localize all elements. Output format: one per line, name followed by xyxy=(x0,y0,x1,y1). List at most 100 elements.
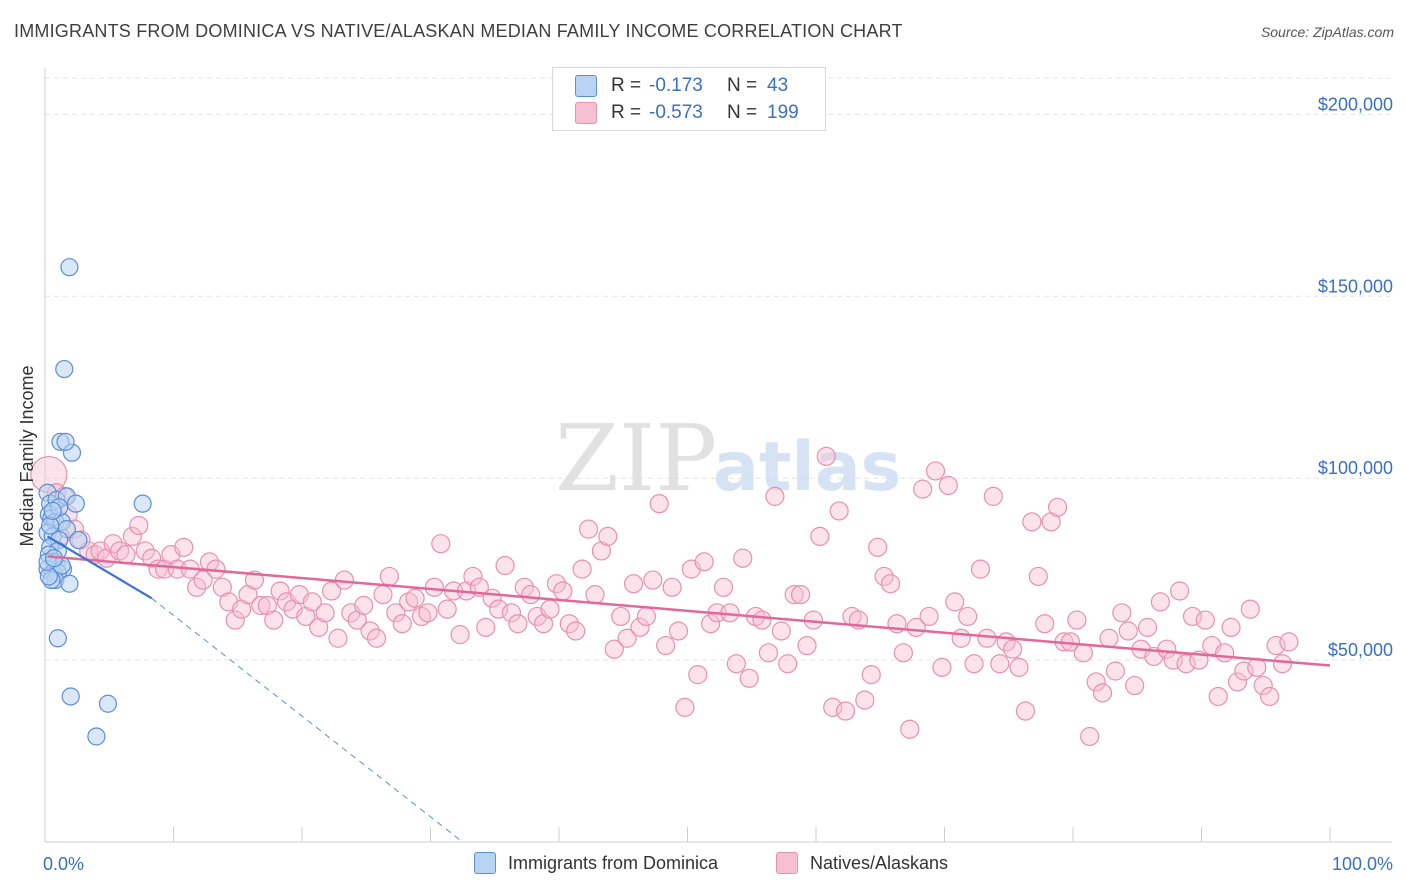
natives-point xyxy=(559,614,579,634)
natives-point xyxy=(797,635,817,656)
natives-point xyxy=(823,697,843,717)
natives-point xyxy=(476,617,496,637)
legend-r-value: -0.173 xyxy=(649,75,703,96)
natives-point xyxy=(264,610,284,630)
natives-point xyxy=(424,577,444,597)
natives-point xyxy=(321,581,342,601)
natives-point xyxy=(553,581,573,601)
natives-point xyxy=(315,603,335,623)
natives-point xyxy=(810,526,830,547)
legend-swatch-blue xyxy=(575,75,597,97)
natives-point xyxy=(1266,635,1286,656)
dominica-point xyxy=(133,494,152,513)
natives-point xyxy=(1105,661,1126,681)
natives-point xyxy=(1150,592,1170,612)
axes xyxy=(44,68,1392,843)
natives-point xyxy=(193,570,213,590)
natives-point xyxy=(1015,701,1036,721)
natives-point xyxy=(585,585,605,605)
natives-point xyxy=(1253,675,1273,696)
watermark-atlas: atlas xyxy=(713,428,901,507)
legend-r-label: R = xyxy=(611,102,642,123)
natives-point xyxy=(861,665,881,685)
natives-point xyxy=(354,595,374,616)
natives-point xyxy=(874,566,894,587)
source-credit: Source: ZipAtlas.com xyxy=(1260,24,1394,40)
natives-point xyxy=(129,515,149,536)
natives-point xyxy=(1234,661,1254,681)
natives-point xyxy=(405,588,425,608)
legend-n-value: 199 xyxy=(767,102,799,123)
natives-point xyxy=(187,577,207,597)
natives-point xyxy=(598,526,618,547)
axis-labels: $50,000 $100,000 $150,000 $200,000 0.0% 100.0… xyxy=(17,94,1393,874)
natives-point xyxy=(142,548,162,568)
series-swatch-blue xyxy=(474,852,496,874)
legend-r-value: -0.573 xyxy=(649,102,703,123)
natives-point xyxy=(225,610,245,630)
natives-point xyxy=(386,603,406,623)
natives-point xyxy=(379,566,399,587)
natives-point xyxy=(945,592,965,612)
natives-point xyxy=(1137,617,1158,637)
dominica-point xyxy=(98,694,118,713)
natives-point xyxy=(790,585,811,605)
natives-point xyxy=(977,628,997,648)
natives-point xyxy=(122,526,142,547)
legend-swatch-pink xyxy=(575,102,597,124)
natives-point xyxy=(1182,606,1203,627)
natives-point xyxy=(656,635,676,656)
dominica-point xyxy=(56,432,75,451)
natives-point xyxy=(893,643,913,663)
natives-point xyxy=(868,537,888,557)
dominica-point xyxy=(48,629,67,648)
legend-n-label: N = xyxy=(727,75,758,96)
natives-point xyxy=(495,555,515,576)
natives-point xyxy=(900,719,920,739)
natives-point xyxy=(611,606,631,627)
chart-title: IMMIGRANTS FROM DOMINICA VS NATIVE/ALASK… xyxy=(14,21,903,41)
natives-point xyxy=(1260,686,1280,707)
dominica-point xyxy=(66,494,85,513)
legend-n-value: 43 xyxy=(767,75,789,96)
natives-point xyxy=(1125,675,1145,696)
natives-point xyxy=(501,603,522,623)
natives-point xyxy=(540,599,560,619)
watermark-zip: ZIP xyxy=(555,405,717,512)
stats-legend: R = -0.173 N = 43 R = -0.573 N = 199 xyxy=(552,67,826,131)
natives-point xyxy=(103,534,123,554)
natives-point xyxy=(328,628,348,648)
natives-point xyxy=(970,559,991,579)
natives-point xyxy=(399,592,419,612)
dominica-points xyxy=(38,258,152,746)
natives-point xyxy=(951,628,971,648)
x-tick-label-min: 0.0% xyxy=(43,854,84,874)
dominica-trend-line xyxy=(47,535,153,600)
natives-point xyxy=(604,639,624,659)
natives-point xyxy=(1047,497,1068,517)
natives-point xyxy=(1176,654,1196,674)
natives-point xyxy=(758,643,779,663)
natives-point xyxy=(1240,599,1260,619)
natives-point xyxy=(1028,566,1048,587)
natives-point xyxy=(1170,581,1190,601)
natives-point xyxy=(932,657,952,677)
natives-point xyxy=(450,625,470,645)
natives-point xyxy=(913,479,933,499)
dominica-point xyxy=(60,574,79,593)
natives-point xyxy=(733,548,753,568)
natives-point xyxy=(116,544,136,565)
natives-point xyxy=(752,610,772,630)
natives-point xyxy=(919,606,939,627)
natives-point xyxy=(855,690,875,710)
natives-point xyxy=(925,461,946,481)
natives-point xyxy=(829,501,849,521)
natives-point xyxy=(675,697,695,717)
natives-point xyxy=(1118,621,1138,641)
natives-point xyxy=(816,446,836,466)
natives-point xyxy=(958,606,978,627)
y-tick-label: $50,000 xyxy=(1328,640,1393,660)
natives-point xyxy=(1086,672,1106,692)
natives-point xyxy=(662,577,682,597)
